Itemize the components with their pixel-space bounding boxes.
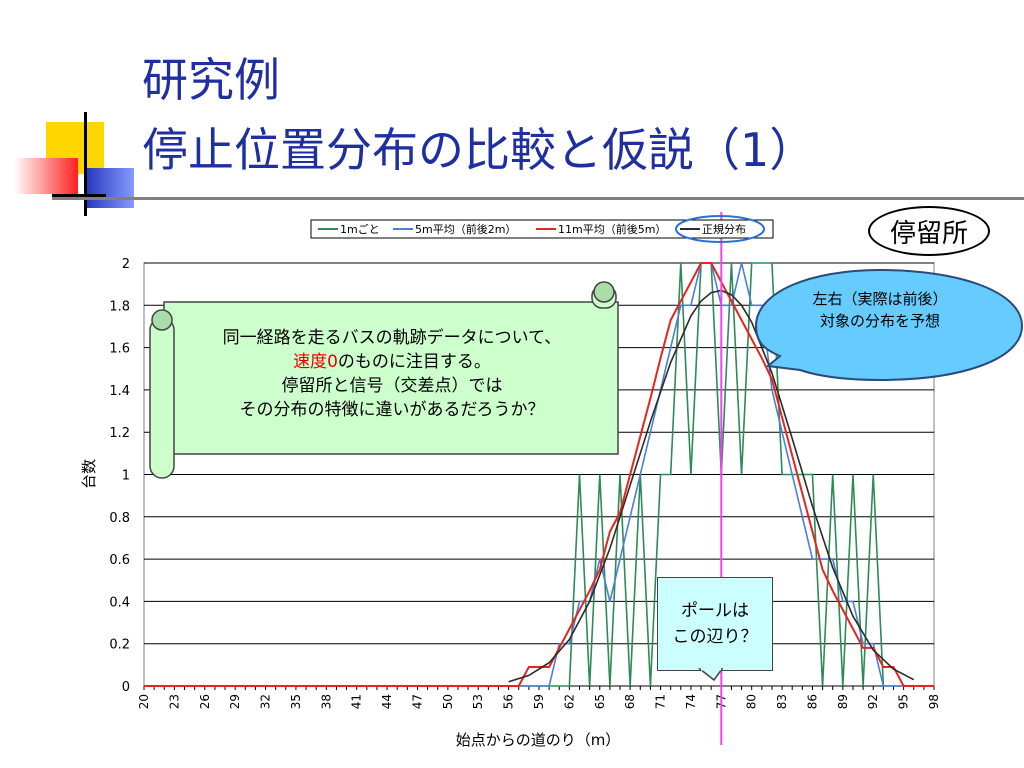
x-tick-label: 59 [532,694,546,709]
x-tick-label: 56 [502,694,516,709]
title-rule [52,197,1024,200]
y-tick-label: 0 [122,680,130,695]
x-tick-label: 71 [654,694,668,709]
x-tick-label: 41 [350,694,364,709]
scroll-note: 同一経路を走るバスの軌跡データについて、 速度0のものに注目する。 停留所と信号… [172,326,612,422]
y-tick-label: 1.6 [109,342,130,357]
x-tick-label: 86 [805,694,819,709]
y-tick-labels: 0 0.2 0.4 0.6 0.8 1 1.2 1.4 1.6 1.8 2 [109,257,130,695]
legend-label: 5m平均（前後2m） [415,222,516,236]
x-tick-label: 68 [623,694,637,709]
x-tick-label: 38 [319,694,333,709]
y-tick-label: 1.4 [109,384,130,399]
x-tick-label: 35 [289,694,303,709]
x-tick-label: 23 [167,694,181,709]
x-tick-label: 53 [471,694,485,709]
y-tick-label: 0.2 [109,638,130,653]
chart-legend: 1mごと 5m平均（前後2m） 11m平均（前後5m） 正規分布 [310,215,774,243]
bubble-line2: 対象の分布を予想 [819,312,940,330]
y-tick-label: 0.4 [109,595,130,610]
x-tick-label: 32 [259,694,273,709]
deco-horizontal-line [52,194,106,197]
deco-vertical-line [84,112,87,216]
deco-blue-square [84,168,134,208]
bubble-text: 左右（実際は前後） 対象の分布を予想 [770,288,990,332]
scroll-note-line2: 速度0のものに注目する。 [172,350,612,374]
x-tick-label: 20 [137,694,151,709]
x-tick-label: 83 [775,694,789,709]
slide-title-line2: 停止位置分布の比較と仮説（1） [142,123,816,177]
x-tick-label: 80 [745,694,759,709]
x-tick-label: 50 [441,694,455,709]
y-tick-label: 2 [122,257,130,272]
legend-label: 1mごと [340,222,380,236]
scroll-note-line2-rest: のものに注目する。 [337,352,491,372]
bus-stop-badge: 停留所 [868,206,990,256]
x-tick-label: 95 [897,694,911,709]
bubble-line1: 左右（実際は前後） [812,290,948,308]
x-tick-labels: 2023262932353841444750535659626568717477… [137,694,941,709]
legend-highlight-ring [675,215,765,243]
legend-label: 11m平均（前後5m） [558,222,666,236]
x-tick-label: 47 [410,694,424,709]
pole-note-line1: ポールは [681,601,749,621]
deco-red-square [14,158,78,194]
x-axis-label: 始点からの道のり（m） [456,731,621,749]
scroll-note-line3: 停留所と信号（交差点）では [281,376,503,396]
x-tick-label: 44 [380,694,394,709]
x-tick-label: 98 [927,694,941,709]
series-normal-line [508,289,915,683]
x-tick-label: 26 [198,694,212,709]
pole-note: ポールは この辺り？ [657,577,773,671]
x-tick-label: 29 [228,694,242,709]
x-tick-label: 89 [836,694,850,709]
y-tick-label: 0.6 [109,553,130,568]
legend-label: 正規分布 [702,222,746,236]
scroll-note-line4: その分布の特徴に違いがあるだろうか？ [239,400,545,420]
pole-note-line2: この辺り？ [672,627,758,647]
x-tick-label: 62 [562,694,576,709]
x-tick-label: 65 [593,694,607,709]
y-axis-label: 台数 [80,459,98,489]
x-tick-label: 92 [866,694,880,709]
x-tick-label: 74 [684,694,698,709]
y-tick-label: 0.8 [109,511,130,526]
y-tick-label: 1 [122,469,130,484]
scroll-note-line1: 同一経路を走るバスの軌跡データについて、 [222,328,562,348]
y-tick-label: 1.8 [109,299,130,314]
scroll-note-highlight: 速度0 [293,352,338,372]
slide-title-line1: 研究例 [142,53,280,107]
y-tick-label: 1.2 [109,426,130,441]
